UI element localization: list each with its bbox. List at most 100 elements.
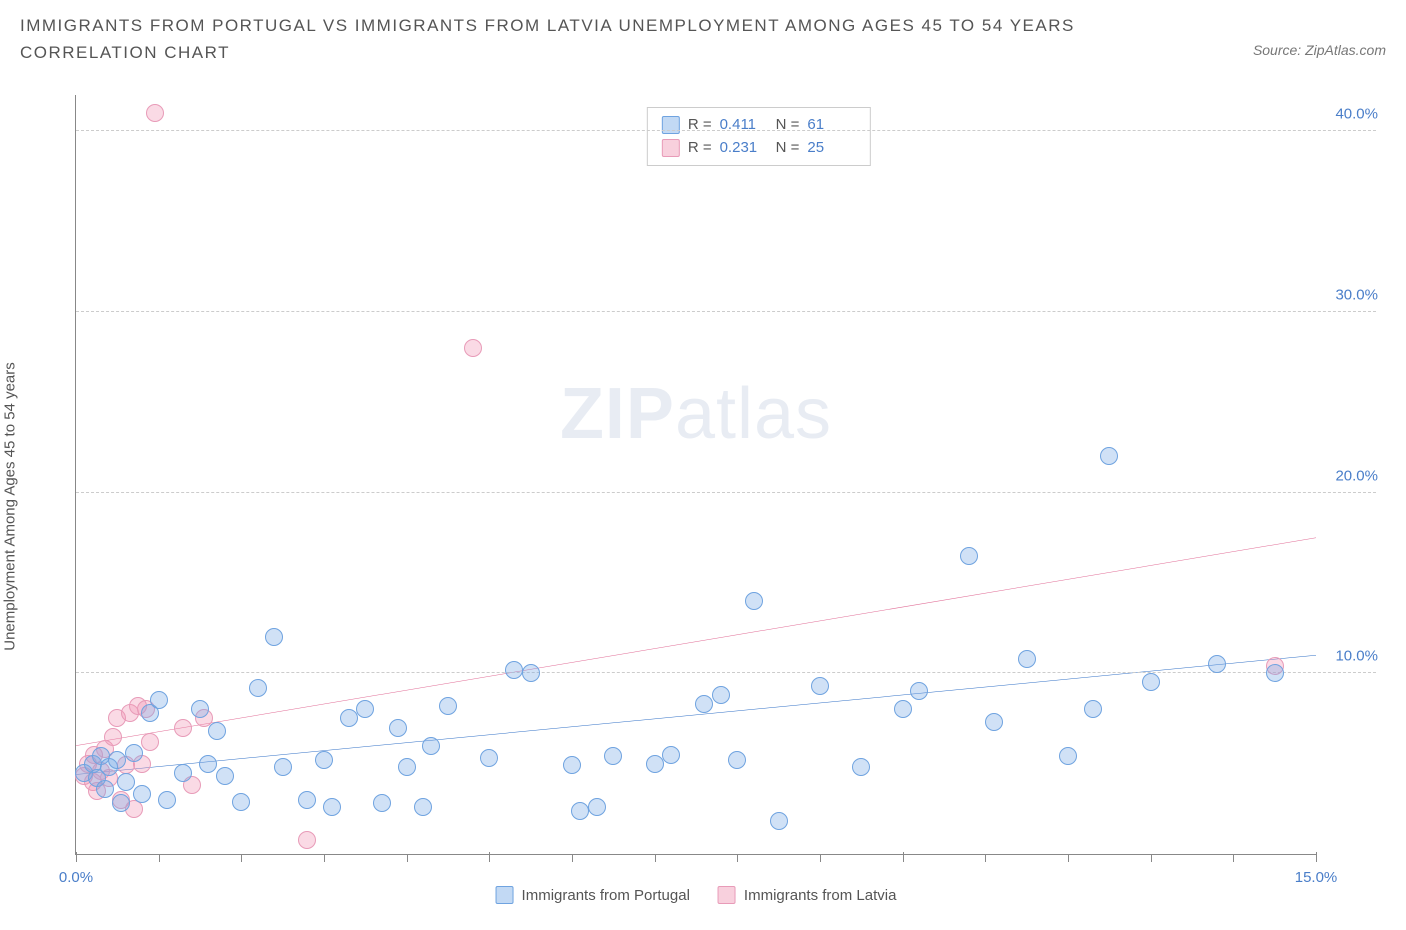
x-tick [76,852,77,862]
scatter-point [398,758,416,776]
scatter-point [1059,747,1077,765]
x-minor-tick [572,854,573,862]
scatter-point [505,661,523,679]
r-value: 0.411 [720,114,768,137]
scatter-point [662,746,680,764]
scatter-point [117,773,135,791]
gridline-h [76,130,1376,131]
y-tick-label: 20.0% [1335,467,1378,484]
x-minor-tick [1068,854,1069,862]
x-tick-label: 15.0% [1295,869,1338,886]
x-minor-tick [1151,854,1152,862]
scatter-point [133,785,151,803]
scatter-point [1208,655,1226,673]
scatter-point [1084,700,1102,718]
scatter-point [191,700,209,718]
chart-title: IMMIGRANTS FROM PORTUGAL VS IMMIGRANTS F… [20,12,1120,66]
scatter-point [1142,673,1160,691]
legend-swatch [496,886,514,904]
scatter-point [298,831,316,849]
legend-swatch [662,116,680,134]
scatter-point [216,767,234,785]
scatter-point [208,722,226,740]
scatter-point [770,812,788,830]
scatter-point [588,798,606,816]
scatter-point [604,747,622,765]
x-tick-label: 0.0% [59,869,93,886]
scatter-point [150,691,168,709]
scatter-point [439,697,457,715]
n-value: 25 [807,137,855,160]
y-tick-label: 40.0% [1335,106,1378,123]
scatter-point [298,791,316,809]
scatter-point [422,737,440,755]
scatter-point [315,751,333,769]
scatter-point [96,780,114,798]
x-minor-tick [737,854,738,862]
scatter-point [112,794,130,812]
scatter-point [1018,650,1036,668]
x-minor-tick [241,854,242,862]
legend-swatch [662,139,680,157]
scatter-point [104,728,122,746]
scatter-point [571,802,589,820]
legend-item: Immigrants from Latvia [718,886,897,904]
x-tick [1316,852,1317,862]
scatter-point [373,794,391,812]
scatter-point [894,700,912,718]
legend-label: Immigrants from Portugal [522,887,690,904]
series-legend: Immigrants from Portugal Immigrants from… [496,886,897,904]
y-axis-label: Unemployment Among Ages 45 to 54 years [2,362,19,651]
scatter-point [745,592,763,610]
scatter-point [158,791,176,809]
r-value: 0.231 [720,137,768,160]
trend-lines [76,95,1316,854]
x-minor-tick [324,854,325,862]
scatter-point [125,744,143,762]
scatter-point [146,104,164,122]
scatter-point [910,682,928,700]
scatter-point [712,686,730,704]
chart-container: Unemployment Among Ages 45 to 54 years Z… [20,85,1386,910]
legend-swatch [718,886,736,904]
scatter-point [480,749,498,767]
x-minor-tick [985,854,986,862]
x-tick [903,852,904,862]
trend-line [76,538,1316,746]
x-minor-tick [407,854,408,862]
scatter-point [811,677,829,695]
y-tick-label: 10.0% [1335,648,1378,665]
correlation-legend: R = 0.411 N = 61 R = 0.231 N = 25 [647,107,871,166]
gridline-h [76,492,1376,493]
scatter-point [646,755,664,773]
plot-area: ZIPatlas R = 0.411 N = 61 R = 0.231 N = … [75,95,1316,855]
watermark: ZIPatlas [560,373,832,455]
scatter-point [522,664,540,682]
source-attribution: Source: ZipAtlas.com [1253,12,1386,58]
scatter-point [728,751,746,769]
x-tick [489,852,490,862]
scatter-point [323,798,341,816]
x-minor-tick [820,854,821,862]
scatter-point [265,628,283,646]
legend-row: R = 0.411 N = 61 [662,114,856,137]
x-minor-tick [1233,854,1234,862]
n-value: 61 [807,114,855,137]
scatter-point [108,751,126,769]
scatter-point [985,713,1003,731]
gridline-h [76,672,1376,673]
scatter-point [174,764,192,782]
y-tick-label: 30.0% [1335,286,1378,303]
legend-label: Immigrants from Latvia [744,887,897,904]
legend-item: Immigrants from Portugal [496,886,690,904]
scatter-point [356,700,374,718]
scatter-point [274,758,292,776]
scatter-point [1266,664,1284,682]
scatter-point [141,733,159,751]
n-label: N = [776,137,800,160]
scatter-point [852,758,870,776]
scatter-point [199,755,217,773]
scatter-point [414,798,432,816]
r-label: R = [688,137,712,160]
scatter-point [389,719,407,737]
